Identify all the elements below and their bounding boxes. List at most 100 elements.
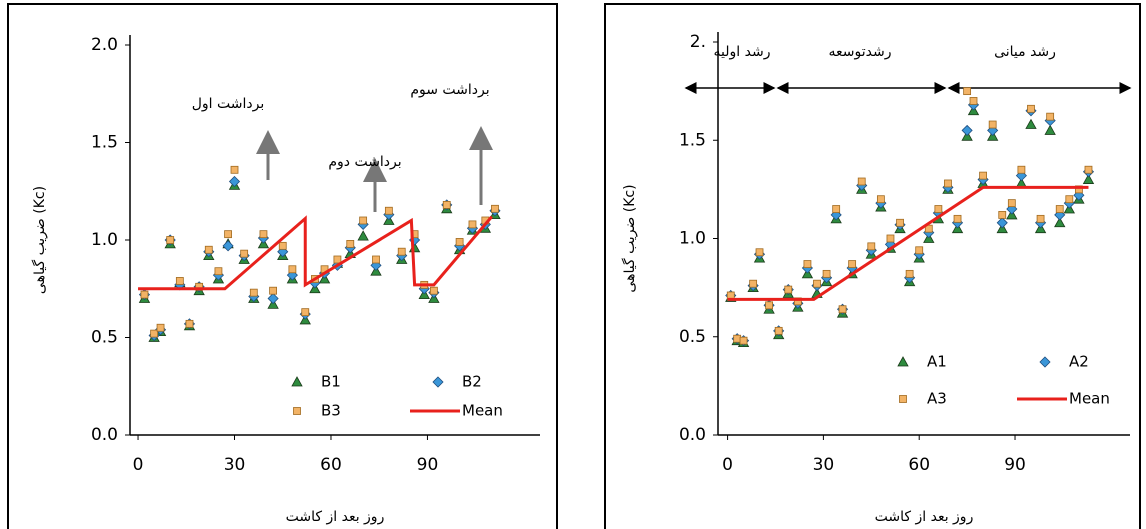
marker-square (765, 301, 774, 310)
legend-label: A2 (1069, 353, 1089, 371)
marker-square (359, 216, 368, 225)
legend-swatch (293, 407, 301, 415)
marker-square (896, 218, 904, 227)
marker-square (944, 179, 952, 188)
x-tick-label: 30 (813, 455, 835, 475)
marker-square (857, 177, 866, 186)
mean-line (138, 215, 493, 291)
marker-square (934, 205, 943, 213)
y-tick-label: 1.5 (91, 133, 118, 153)
y-tick-label: 1.5 (679, 130, 706, 150)
y-tick-label: 0.0 (679, 425, 706, 445)
marker-square (1084, 165, 1093, 174)
legend-swatch (899, 395, 907, 403)
marker-square (214, 267, 223, 276)
marker-square (822, 269, 831, 278)
x-tick-label: 60 (908, 455, 930, 475)
marker-square (867, 242, 876, 251)
marker-square (749, 279, 758, 288)
x-tick-label: 90 (1004, 455, 1026, 475)
marker-triangle (1054, 216, 1066, 228)
marker-square (166, 236, 175, 244)
legend-swatch (1039, 356, 1051, 368)
legend-label: B3 (321, 402, 341, 420)
marker-square (372, 255, 380, 264)
marker-square (793, 297, 802, 306)
marker-triangle (357, 230, 369, 241)
y-tick-label: 1.0 (91, 230, 118, 250)
marker-square (240, 249, 249, 258)
panel-frame (7, 3, 558, 529)
x-axis-label: روز بعد از کاشت (875, 509, 974, 525)
marker-square (491, 204, 499, 213)
legend-label: A1 (927, 353, 947, 371)
marker-square (195, 282, 204, 291)
y-tick-label: 1.0 (679, 229, 706, 249)
marker-square (1074, 185, 1083, 194)
marker-diamond (961, 124, 973, 136)
legend-label: B1 (321, 373, 341, 391)
marker-triangle (1082, 173, 1095, 184)
marker-square (774, 326, 783, 335)
y-axis-label: ضریب گیاهی (Kc) (31, 186, 48, 294)
y-tick-label: 2.0 (91, 35, 118, 55)
x-tick-label: 30 (224, 455, 246, 475)
legend-swatch (432, 376, 444, 388)
marker-square (278, 241, 287, 250)
marker-square (832, 205, 841, 213)
marker-triangle (1044, 124, 1056, 135)
marker-square (288, 265, 297, 274)
legend-swatch (897, 356, 909, 367)
marker-square (755, 248, 764, 257)
marker-square (249, 288, 258, 297)
y-tick-label: 2. (690, 32, 706, 52)
legend-label: Mean (1069, 390, 1110, 408)
marker-square (813, 279, 821, 288)
marker-square (924, 224, 933, 233)
harvest-arrows (256, 126, 493, 212)
marker-square (150, 329, 159, 338)
marker-square (905, 269, 914, 278)
marker-square (988, 120, 997, 129)
legend-label: B2 (462, 373, 482, 391)
panel-frame (604, 3, 1141, 529)
marker-square (455, 238, 464, 246)
x-tick-label: 60 (320, 455, 342, 475)
marker-square (838, 305, 847, 314)
marker-square (784, 285, 793, 294)
marker-diamond (222, 240, 234, 252)
annotation: برداشت دوم (328, 154, 401, 170)
mean-line (727, 185, 1089, 301)
legend-label: Mean (462, 402, 503, 420)
y-tick-label: 0.5 (679, 327, 706, 347)
marker-square (346, 239, 355, 248)
x-axis-label: روز بعد از کاشت (286, 509, 385, 525)
marker-square (1065, 195, 1074, 204)
marker-triangle (1025, 118, 1037, 129)
marker-square (384, 206, 393, 215)
marker-square (140, 290, 149, 299)
marker-diamond (996, 217, 1008, 229)
x-tick-label: 0 (133, 455, 144, 475)
marker-square (953, 214, 962, 223)
marker-square (739, 336, 748, 345)
marker-square (803, 260, 812, 268)
annotation: رشد میانی (994, 44, 1056, 60)
legend-swatch (291, 376, 303, 387)
y-tick-label: 0.5 (91, 328, 118, 348)
marker-square (442, 200, 451, 209)
marker-square (429, 286, 438, 295)
marker-square (204, 245, 213, 254)
marker-square (1055, 205, 1064, 213)
marker-square (886, 234, 895, 243)
marker-square (963, 87, 972, 96)
marker-square (468, 220, 477, 229)
legend-label: A3 (927, 390, 947, 408)
annotation: برداشت اول (192, 96, 265, 112)
marker-square (269, 286, 277, 295)
y-tick-label: 0.0 (91, 425, 118, 445)
annotation: رشد اولیه (714, 44, 771, 60)
marker-square (1017, 165, 1026, 174)
